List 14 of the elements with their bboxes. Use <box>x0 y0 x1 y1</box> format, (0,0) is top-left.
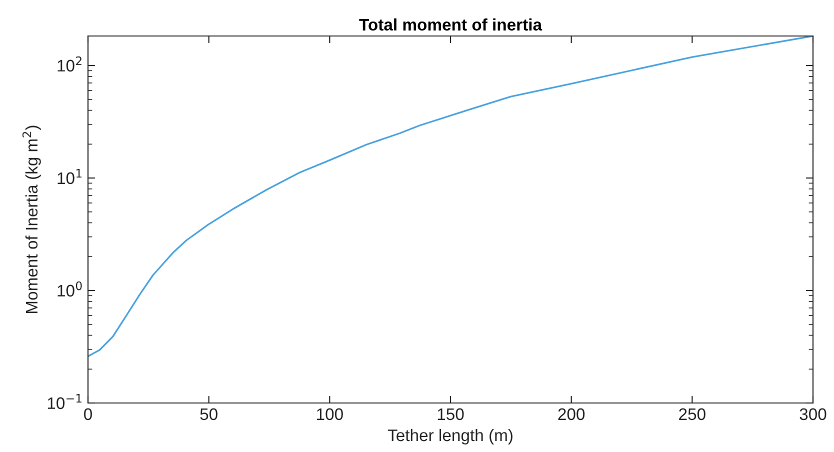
x-tick-label: 300 <box>800 408 826 420</box>
x-tick-label: 200 <box>558 408 585 420</box>
y-tick-label: 10$^{1}$ <box>58 169 82 184</box>
y-tick-label: 10$^{0}$ <box>58 281 82 297</box>
x-tick-label: 150 <box>438 408 464 420</box>
y-tick-label: 10$^{−1}$ <box>48 394 82 410</box>
y-tick-label: 10$^{2}$ <box>58 56 82 72</box>
x-tick-label: 0 <box>84 408 92 420</box>
x-axis-title: Tether length (m) <box>388 428 512 444</box>
x-tick-label: 250 <box>679 408 706 420</box>
x-tick-label: 50 <box>200 408 218 420</box>
y-axis-title: Moment of Inertia (kg m$^{2}$) <box>22 126 41 313</box>
chart-title: Total moment of inertia <box>359 18 542 31</box>
x-tick-label: 100 <box>317 408 343 420</box>
